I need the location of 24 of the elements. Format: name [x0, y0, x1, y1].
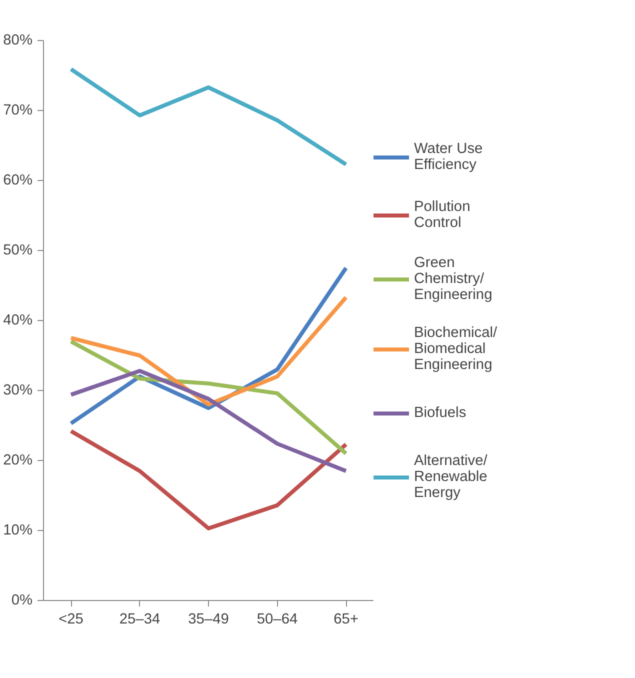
x-tick-label: 50–64	[256, 612, 298, 628]
legend-label: Alternative/Renewable Energy	[414, 453, 488, 501]
y-tick-label: 80%	[3, 32, 33, 48]
legend-label: Water Use Efficiency	[414, 140, 483, 175]
legend-label: Biofuels	[414, 404, 466, 423]
line-series	[69, 67, 348, 166]
line-series	[69, 429, 348, 530]
y-tick-label: 20%	[3, 452, 33, 468]
y-tick-label: 0%	[11, 592, 33, 608]
x-tick-label: <25	[58, 612, 84, 628]
y-tick-label: 70%	[3, 102, 33, 118]
legend-label: Biochemical/Biomedical Engineering	[414, 325, 498, 373]
legend-label: Green Chemistry/Engineering	[414, 255, 492, 303]
y-tick-label: 50%	[3, 242, 33, 258]
y-tick-label: 40%	[3, 312, 33, 328]
x-tick-label: 65+	[334, 612, 358, 628]
x-tick-label: 35–49	[188, 612, 229, 628]
legend-label: Pollution Control	[414, 198, 470, 233]
x-tick-label: 25–34	[119, 612, 160, 628]
y-tick-label: 30%	[3, 382, 33, 398]
line-series	[69, 295, 348, 406]
y-tick-label: 10%	[3, 522, 33, 538]
y-tick-label: 60%	[3, 172, 33, 188]
line-series	[69, 368, 348, 473]
